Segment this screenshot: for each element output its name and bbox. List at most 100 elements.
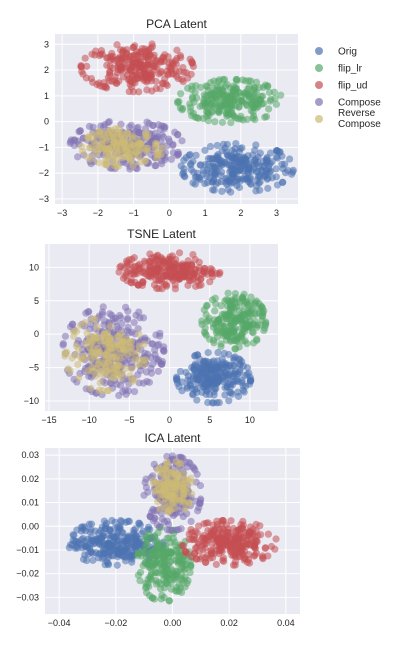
data-point bbox=[222, 110, 231, 118]
data-point bbox=[272, 100, 281, 108]
data-point bbox=[228, 302, 236, 310]
data-point bbox=[250, 158, 258, 166]
data-point bbox=[135, 355, 143, 363]
data-point bbox=[87, 155, 95, 163]
data-point bbox=[87, 338, 95, 346]
data-point bbox=[249, 525, 257, 533]
data-point bbox=[281, 169, 290, 177]
data-point bbox=[245, 97, 253, 105]
data-point bbox=[112, 353, 120, 361]
data-point bbox=[241, 372, 249, 380]
data-point bbox=[276, 148, 284, 156]
x-tick-label: −1 bbox=[128, 208, 138, 218]
data-point bbox=[161, 484, 169, 492]
data-point bbox=[189, 535, 198, 544]
data-point bbox=[223, 92, 231, 100]
data-point bbox=[152, 84, 160, 93]
data-point bbox=[161, 51, 169, 59]
data-point bbox=[82, 74, 91, 82]
data-point bbox=[118, 320, 126, 328]
data-point bbox=[247, 535, 255, 543]
data-point bbox=[146, 513, 154, 521]
data-point bbox=[98, 140, 106, 148]
points bbox=[66, 40, 297, 196]
data-point bbox=[244, 556, 252, 564]
data-point bbox=[228, 146, 236, 154]
data-point bbox=[101, 525, 109, 533]
data-point bbox=[134, 371, 142, 379]
data-point bbox=[113, 41, 121, 49]
data-point bbox=[135, 519, 144, 528]
data-point bbox=[139, 278, 147, 286]
data-point bbox=[130, 151, 138, 159]
data-point bbox=[263, 167, 271, 175]
series-flip_ud bbox=[178, 517, 280, 569]
data-point bbox=[87, 144, 95, 152]
data-point bbox=[159, 133, 168, 141]
series-orig bbox=[65, 516, 168, 569]
data-point bbox=[99, 335, 107, 343]
data-point bbox=[262, 112, 271, 121]
data-point bbox=[124, 314, 132, 322]
data-point bbox=[259, 92, 267, 100]
data-point bbox=[237, 115, 245, 123]
data-point bbox=[244, 168, 253, 177]
data-point bbox=[140, 340, 148, 348]
data-point bbox=[173, 471, 181, 479]
data-point bbox=[256, 522, 264, 530]
data-point bbox=[115, 391, 123, 400]
data-point bbox=[152, 580, 160, 588]
y-tick-label: −10 bbox=[24, 396, 39, 406]
data-point bbox=[201, 330, 209, 338]
data-point bbox=[271, 94, 279, 103]
legend-label: Compose bbox=[338, 98, 381, 109]
data-point bbox=[163, 458, 171, 466]
data-point bbox=[129, 552, 137, 560]
data-point bbox=[208, 95, 217, 103]
data-point bbox=[77, 61, 85, 70]
data-point bbox=[251, 551, 259, 559]
data-point bbox=[73, 526, 81, 534]
data-point bbox=[85, 520, 93, 528]
y-tick-label: 10 bbox=[29, 262, 39, 272]
data-point bbox=[154, 541, 162, 549]
data-point bbox=[154, 498, 162, 506]
chart-title: ICA Latent bbox=[144, 431, 201, 445]
data-point bbox=[105, 117, 113, 126]
data-point bbox=[128, 279, 136, 287]
data-point bbox=[125, 55, 133, 64]
data-point bbox=[278, 160, 286, 168]
legend-label: Orig bbox=[338, 47, 357, 58]
legend-marker bbox=[315, 98, 323, 106]
data-point bbox=[245, 163, 253, 171]
data-point bbox=[160, 465, 168, 473]
data-point bbox=[250, 89, 259, 97]
x-tick-label: 0.04 bbox=[277, 618, 295, 628]
data-point bbox=[236, 356, 244, 364]
data-point bbox=[79, 525, 87, 533]
data-point bbox=[277, 91, 285, 99]
data-point bbox=[221, 363, 229, 371]
data-point bbox=[208, 550, 216, 558]
data-point bbox=[142, 588, 151, 597]
data-point bbox=[150, 62, 158, 70]
data-point bbox=[89, 556, 97, 564]
data-point bbox=[135, 330, 143, 338]
data-point bbox=[169, 263, 178, 271]
data-point bbox=[181, 547, 189, 556]
data-point bbox=[188, 59, 196, 67]
data-point bbox=[191, 466, 199, 474]
data-point bbox=[119, 48, 127, 56]
data-point bbox=[144, 523, 153, 531]
data-point bbox=[92, 140, 100, 148]
data-point bbox=[174, 99, 182, 107]
data-point bbox=[199, 532, 208, 540]
series-reverse-compose bbox=[61, 315, 149, 395]
data-point bbox=[145, 257, 153, 266]
data-point bbox=[175, 249, 184, 257]
data-point bbox=[184, 266, 192, 274]
y-tick-label: 0 bbox=[44, 117, 49, 127]
data-point bbox=[166, 526, 174, 534]
data-point bbox=[212, 329, 221, 337]
data-point bbox=[144, 488, 152, 496]
